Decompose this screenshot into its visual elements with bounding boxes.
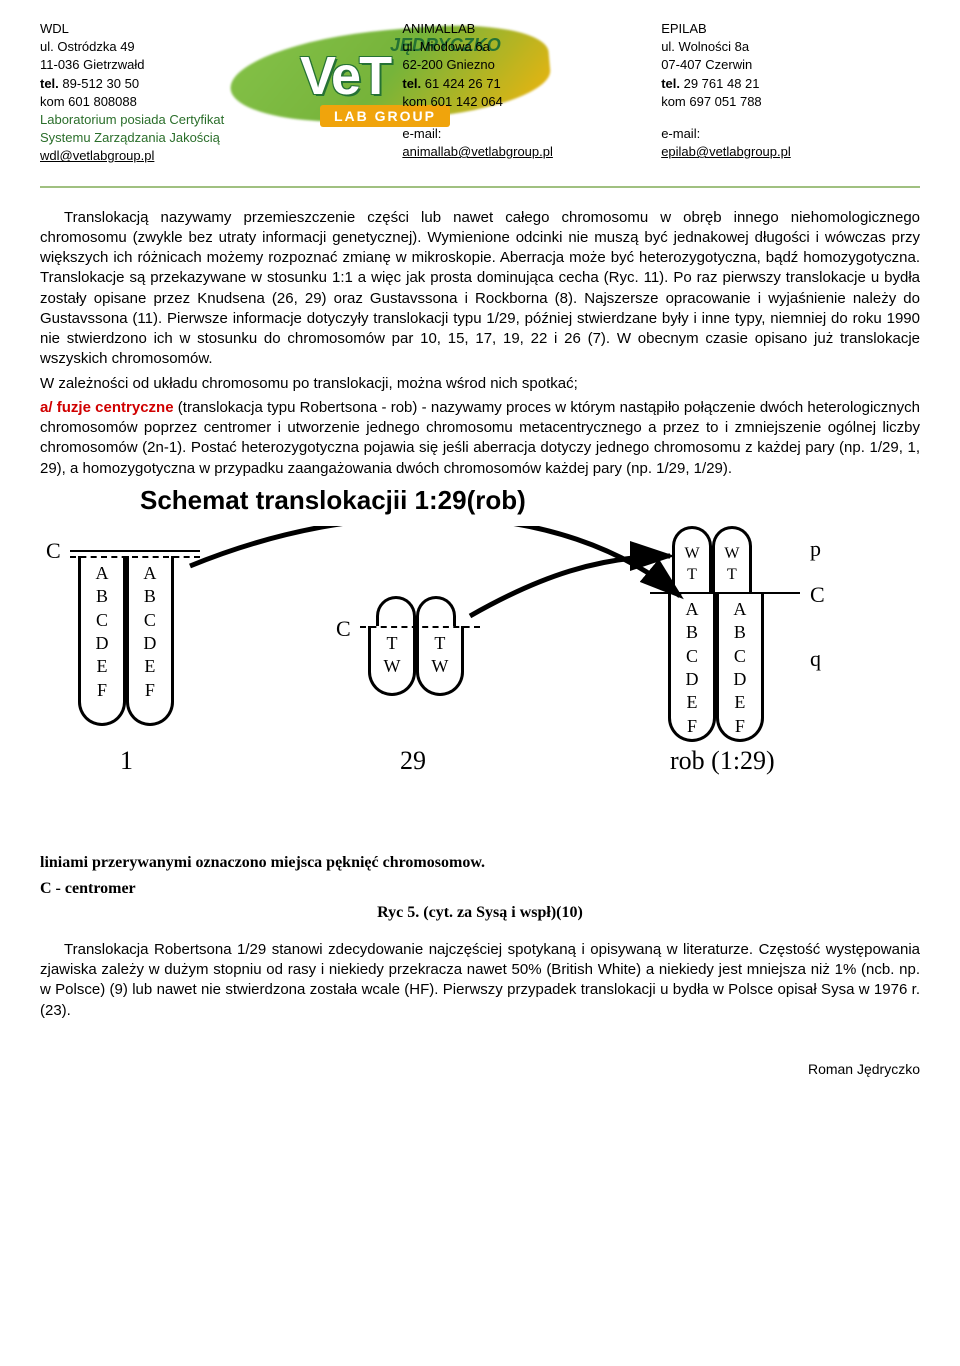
- epilab-email-link[interactable]: epilab@vetlabgroup.pl: [661, 144, 791, 159]
- translocation-diagram: A B C D E F A B C D E F C 1 T: [40, 526, 920, 846]
- chromosome-rob: A B C D E F A B C D E F: [670, 592, 762, 742]
- epilab-name: EPILAB: [661, 20, 920, 38]
- animallab-name: ANIMALLAB: [402, 20, 661, 38]
- diagram-title: Schemat translokacjii 1:29(rob): [140, 485, 920, 516]
- epilab-email-label: e-mail:: [661, 125, 920, 143]
- chr1-number: 1: [120, 746, 133, 776]
- footer-author: Roman Jędryczko: [40, 1061, 920, 1077]
- animallab-addr2: 62-200 Gniezno: [402, 56, 661, 74]
- rob-p-label: p: [810, 536, 821, 562]
- chromosome-1: A B C D E F A B C D E F: [80, 556, 172, 726]
- page-header: WDL ul. Ostródzka 49 11-036 Gietrzwałd t…: [40, 20, 920, 188]
- rob-p-right: W T: [712, 526, 752, 592]
- chr29-number: 29: [400, 746, 426, 776]
- paragraph-1b: W zależności od układu chromosomu po tra…: [40, 374, 920, 394]
- epilab-addr1: ul. Wolności 8a: [661, 38, 920, 56]
- header-col-wdl: WDL ul. Ostródzka 49 11-036 Gietrzwałd t…: [40, 20, 402, 166]
- wdl-addr2: 11-036 Gietrzwałd: [40, 56, 402, 74]
- rob-centromere-line: [650, 592, 800, 594]
- header-col-animallab: ANIMALLAB ul. Miodowa 6a 62-200 Gniezno …: [402, 20, 661, 166]
- diagram-caption-1: liniami przerywanymi oznaczono miejsca p…: [40, 854, 920, 872]
- red-term: a/ fuzje centryczne: [40, 399, 174, 416]
- chromosome-29: T W T W: [370, 626, 462, 696]
- wdl-tel: tel. 89-512 30 50: [40, 75, 402, 93]
- chr1-arm-right: A B C D E F: [126, 556, 174, 726]
- chr29-arm-left: T W: [368, 626, 416, 696]
- chr1-centromere-line: [70, 550, 200, 552]
- chr29-c-label: C: [336, 616, 351, 642]
- chr1-c-label: C: [46, 538, 61, 564]
- wdl-name: WDL: [40, 20, 402, 38]
- chr1-break-line: [70, 556, 200, 558]
- chr29-break-line: [360, 626, 480, 628]
- animallab-addr1: ul. Miodowa 6a: [402, 38, 661, 56]
- rob-p-left: W T: [672, 526, 712, 592]
- rob-q-left: A B C D E F: [668, 592, 716, 742]
- rob-p-arms: W T W T: [674, 526, 750, 592]
- epilab-tel: tel. 29 761 48 21: [661, 75, 920, 93]
- wdl-cert2: Systemu Zarządzania Jakością: [40, 129, 402, 147]
- paragraph-1c: a/ fuzje centryczne (translokacja typu R…: [40, 398, 920, 479]
- paragraph-1a: Translokacją nazywamy przemieszczenie cz…: [40, 208, 920, 370]
- rob-q-right: A B C D E F: [716, 592, 764, 742]
- rob-number: rob (1:29): [670, 746, 775, 776]
- wdl-kom: kom 601 808088: [40, 93, 402, 111]
- epilab-addr2: 07-407 Czerwin: [661, 56, 920, 74]
- diagram-caption-3: Ryc 5. (cyt. za Sysą i wspł)(10): [40, 904, 920, 922]
- animallab-email-label: e-mail:: [402, 125, 661, 143]
- chr29-arm-right: T W: [416, 626, 464, 696]
- paragraph-2: Translokacja Robertsona 1/29 stanowi zde…: [40, 940, 920, 1021]
- rob-q-label: q: [810, 646, 821, 672]
- animallab-tel: tel. 61 424 26 71: [402, 75, 661, 93]
- wdl-email-link[interactable]: wdl@vetlabgroup.pl: [40, 148, 154, 163]
- epilab-kom: kom 697 051 788: [661, 93, 920, 111]
- rob-c-label: C: [810, 582, 825, 608]
- chr1-arm-left: A B C D E F: [78, 556, 126, 726]
- header-col-epilab: EPILAB ul. Wolności 8a 07-407 Czerwin te…: [661, 20, 920, 166]
- animallab-kom: kom 601 142 064: [402, 93, 661, 111]
- animallab-email-link[interactable]: animallab@vetlabgroup.pl: [402, 144, 553, 159]
- diagram-caption-2: C - centromer: [40, 880, 920, 898]
- wdl-addr1: ul. Ostródzka 49: [40, 38, 402, 56]
- chr29-top-loops: [378, 596, 454, 626]
- wdl-cert1: Laboratorium posiada Certyfikat: [40, 111, 402, 129]
